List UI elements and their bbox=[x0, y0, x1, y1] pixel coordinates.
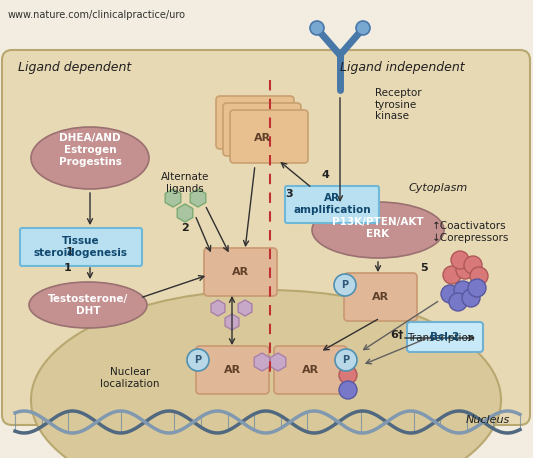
Text: AR: AR bbox=[223, 365, 240, 375]
Circle shape bbox=[464, 256, 482, 274]
Text: Nuclear
localization: Nuclear localization bbox=[100, 367, 160, 389]
Ellipse shape bbox=[31, 290, 501, 458]
FancyBboxPatch shape bbox=[223, 103, 301, 156]
Circle shape bbox=[451, 251, 469, 269]
FancyBboxPatch shape bbox=[2, 50, 530, 425]
Text: DHEA/AND
Estrogen
Progestins: DHEA/AND Estrogen Progestins bbox=[59, 133, 122, 167]
FancyBboxPatch shape bbox=[344, 273, 417, 321]
Text: AR: AR bbox=[302, 365, 319, 375]
Text: AR: AR bbox=[231, 267, 248, 277]
Ellipse shape bbox=[31, 127, 149, 189]
Polygon shape bbox=[177, 204, 193, 222]
Circle shape bbox=[441, 285, 459, 303]
Text: P: P bbox=[195, 355, 201, 365]
Circle shape bbox=[310, 21, 324, 35]
Polygon shape bbox=[190, 189, 206, 207]
Text: Alternate
ligands: Alternate ligands bbox=[161, 172, 209, 194]
Text: Receptor
tyrosine
kinase: Receptor tyrosine kinase bbox=[375, 88, 422, 121]
Circle shape bbox=[454, 281, 472, 299]
FancyBboxPatch shape bbox=[274, 346, 347, 394]
Text: www.nature.com/clinicalpractice/uro: www.nature.com/clinicalpractice/uro bbox=[8, 10, 186, 20]
Text: P: P bbox=[342, 355, 350, 365]
Text: ↑Coactivators
↓Corepressors: ↑Coactivators ↓Corepressors bbox=[432, 221, 510, 243]
Text: 4: 4 bbox=[321, 170, 329, 180]
Polygon shape bbox=[254, 353, 270, 371]
FancyBboxPatch shape bbox=[285, 186, 379, 223]
Circle shape bbox=[449, 293, 467, 311]
Text: 1: 1 bbox=[64, 263, 72, 273]
Text: 5: 5 bbox=[421, 263, 428, 273]
Circle shape bbox=[356, 21, 370, 35]
FancyBboxPatch shape bbox=[196, 346, 269, 394]
FancyBboxPatch shape bbox=[216, 96, 294, 149]
Text: Testosterone/
DHT: Testosterone/ DHT bbox=[48, 294, 128, 316]
Ellipse shape bbox=[312, 202, 444, 258]
Circle shape bbox=[339, 381, 357, 399]
FancyBboxPatch shape bbox=[20, 228, 142, 266]
Text: AR: AR bbox=[253, 133, 271, 143]
Polygon shape bbox=[238, 300, 252, 316]
Circle shape bbox=[468, 279, 486, 297]
Text: Nucleus: Nucleus bbox=[466, 415, 510, 425]
Ellipse shape bbox=[29, 282, 147, 328]
Circle shape bbox=[339, 366, 357, 384]
Circle shape bbox=[335, 349, 357, 371]
Text: Tissue
steroidogenesis: Tissue steroidogenesis bbox=[34, 236, 128, 258]
Text: 1: 1 bbox=[66, 247, 74, 257]
Text: 3: 3 bbox=[285, 189, 293, 199]
Circle shape bbox=[462, 289, 480, 307]
Polygon shape bbox=[165, 189, 181, 207]
Text: Transcription: Transcription bbox=[407, 333, 474, 343]
Text: Ligand independent: Ligand independent bbox=[340, 61, 465, 75]
Polygon shape bbox=[225, 314, 239, 330]
Circle shape bbox=[334, 274, 356, 296]
Text: AR: AR bbox=[372, 292, 389, 302]
FancyBboxPatch shape bbox=[230, 110, 308, 163]
Polygon shape bbox=[270, 353, 286, 371]
FancyBboxPatch shape bbox=[204, 248, 277, 296]
Text: Ligand dependent: Ligand dependent bbox=[18, 61, 131, 75]
FancyBboxPatch shape bbox=[407, 322, 483, 352]
Text: Bcl-2: Bcl-2 bbox=[430, 332, 459, 342]
Text: P: P bbox=[342, 280, 349, 290]
Text: P13K/PTEN/AKT
ERK: P13K/PTEN/AKT ERK bbox=[332, 217, 424, 239]
Text: Cytoplasm: Cytoplasm bbox=[409, 183, 468, 193]
Text: 6†: 6† bbox=[391, 330, 404, 340]
Circle shape bbox=[443, 266, 461, 284]
Circle shape bbox=[187, 349, 209, 371]
Text: AR
amplification: AR amplification bbox=[293, 193, 371, 215]
Polygon shape bbox=[211, 300, 225, 316]
Circle shape bbox=[470, 267, 488, 285]
Circle shape bbox=[456, 261, 474, 279]
Text: 2: 2 bbox=[181, 223, 189, 233]
